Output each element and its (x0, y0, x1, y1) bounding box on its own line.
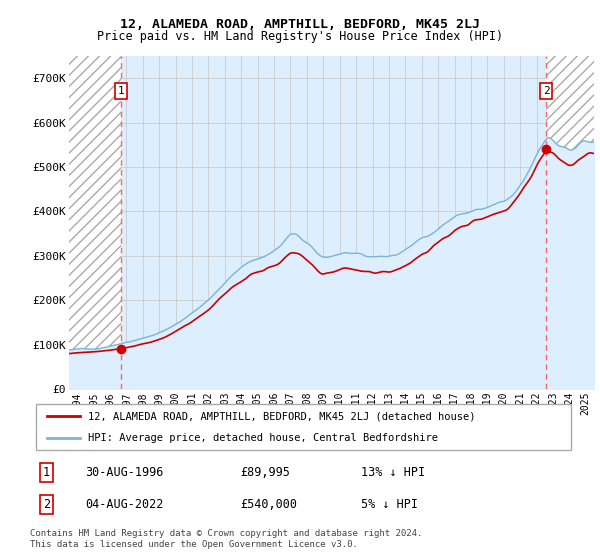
Text: 1: 1 (43, 465, 50, 479)
Text: Contains HM Land Registry data © Crown copyright and database right 2024.
This d: Contains HM Land Registry data © Crown c… (30, 529, 422, 549)
Text: 2: 2 (43, 498, 50, 511)
Text: £89,995: £89,995 (240, 465, 290, 479)
Text: HPI: Average price, detached house, Central Bedfordshire: HPI: Average price, detached house, Cent… (88, 433, 438, 443)
FancyBboxPatch shape (35, 404, 571, 450)
Text: 12, ALAMEDA ROAD, AMPTHILL, BEDFORD, MK45 2LJ: 12, ALAMEDA ROAD, AMPTHILL, BEDFORD, MK4… (120, 18, 480, 31)
Text: 04-AUG-2022: 04-AUG-2022 (85, 498, 164, 511)
Bar (69, 56, 121, 389)
Text: 30-AUG-1996: 30-AUG-1996 (85, 465, 164, 479)
Text: 12, ALAMEDA ROAD, AMPTHILL, BEDFORD, MK45 2LJ (detached house): 12, ALAMEDA ROAD, AMPTHILL, BEDFORD, MK4… (88, 411, 475, 421)
Text: 13% ↓ HPI: 13% ↓ HPI (361, 465, 425, 479)
Text: 1: 1 (118, 86, 124, 96)
Text: 5% ↓ HPI: 5% ↓ HPI (361, 498, 418, 511)
Text: 2: 2 (543, 86, 550, 96)
Bar (546, 56, 594, 389)
Text: £540,000: £540,000 (240, 498, 297, 511)
Text: Price paid vs. HM Land Registry's House Price Index (HPI): Price paid vs. HM Land Registry's House … (97, 30, 503, 43)
